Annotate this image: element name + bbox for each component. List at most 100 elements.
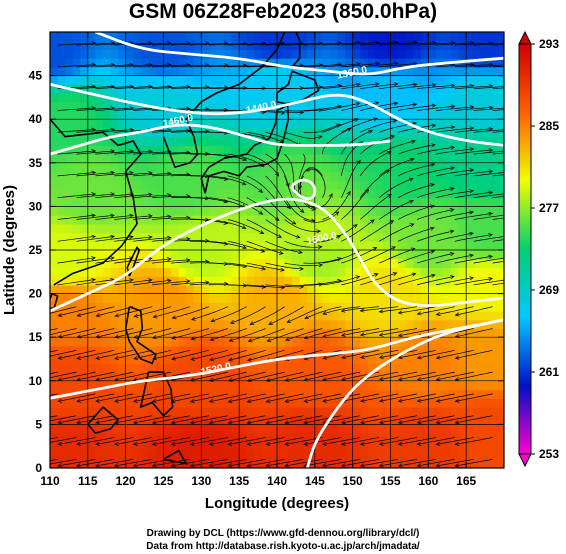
- heat-cell: [208, 433, 218, 443]
- heat-cell: [413, 345, 422, 356]
- heat-cell: [307, 232, 316, 242]
- heat-cell: [314, 119, 323, 129]
- heat-cell: [110, 284, 119, 295]
- heat-cell: [337, 93, 346, 103]
- heat-cell: [102, 284, 112, 295]
- heat-cell: [473, 32, 482, 42]
- heat-cell: [352, 75, 361, 85]
- heat-cell: [473, 58, 482, 68]
- heat-cell: [292, 75, 301, 85]
- streamline: [265, 153, 290, 187]
- streamline-arrowhead: [277, 233, 283, 238]
- heat-cell: [413, 372, 422, 382]
- heat-cell: [382, 206, 392, 216]
- streamline: [50, 437, 77, 443]
- heat-cell: [473, 40, 482, 51]
- heat-cell: [208, 441, 218, 452]
- x-axis: 110 115 120 125 130 135 140 145 150 155 160 165: [40, 32, 476, 488]
- streamline: [435, 232, 474, 242]
- streamline-arrowhead: [393, 82, 399, 87]
- heat-cell: [299, 154, 308, 164]
- heat-cell: [420, 241, 429, 251]
- heat-cell: [57, 49, 66, 59]
- heat-cell: [367, 223, 376, 234]
- heat-cell: [102, 406, 112, 417]
- heat-cell: [307, 162, 316, 173]
- streamline-arrowhead: [336, 257, 342, 262]
- streamline: [227, 219, 264, 234]
- heat-cell: [284, 389, 293, 399]
- streamline: [303, 415, 342, 424]
- heat-cell: [428, 398, 437, 408]
- streamline: [492, 130, 504, 133]
- streamline: [228, 371, 266, 382]
- streamline-arrowhead: [508, 192, 512, 196]
- heat-cell: [155, 389, 165, 399]
- heat-cell: [80, 180, 89, 190]
- heat-cell: [140, 197, 149, 207]
- heat-cell: [466, 284, 475, 295]
- streamline-arrowhead: [469, 105, 475, 110]
- heat-cell: [299, 450, 308, 460]
- heat-cell: [95, 145, 104, 155]
- heat-cell: [292, 459, 301, 468]
- y-tick-label: 25: [29, 243, 43, 257]
- heat-cell: [57, 398, 66, 408]
- heat-cell: [102, 250, 112, 260]
- streamline: [58, 393, 96, 402]
- heat-cell: [239, 363, 248, 373]
- heat-cell: [171, 250, 180, 260]
- heat-cell: [216, 206, 225, 216]
- heat-cell: [186, 188, 195, 199]
- heat-cell: [428, 250, 437, 260]
- heat-cell: [299, 276, 308, 286]
- heat-cell: [367, 154, 376, 164]
- heat-cell: [216, 311, 225, 321]
- streamline-arrowhead: [378, 332, 384, 337]
- heat-cell: [451, 180, 460, 190]
- heat-cell: [201, 250, 210, 260]
- heat-cell: [208, 293, 218, 303]
- heat-cell: [496, 311, 504, 321]
- heat-cell: [307, 223, 316, 234]
- heat-cell: [284, 276, 293, 286]
- heat-cell: [140, 424, 149, 434]
- heat-cell: [458, 154, 467, 164]
- heat-cell: [193, 258, 202, 269]
- heat-cell: [57, 258, 66, 269]
- heat-cell: [163, 127, 172, 138]
- heat-cell: [329, 398, 339, 408]
- streamline: [473, 86, 504, 90]
- heat-cell: [87, 127, 96, 138]
- heat-cell: [254, 66, 263, 77]
- heat-cell: [382, 276, 392, 286]
- heat-cell: [102, 58, 112, 68]
- heat-cell: [269, 372, 278, 382]
- streamline: [58, 415, 96, 424]
- heat-cell: [428, 197, 437, 207]
- heat-cell: [375, 293, 384, 303]
- heat-cell: [360, 127, 369, 138]
- heat-cell: [193, 363, 202, 373]
- heat-cell: [466, 258, 475, 269]
- heat-cell: [72, 415, 81, 425]
- heat-cell: [420, 136, 429, 146]
- heat-cell: [208, 119, 218, 129]
- heat-cell: [95, 302, 104, 312]
- heat-cell: [231, 145, 240, 155]
- heat-cell: [80, 398, 89, 408]
- heat-cell: [413, 380, 422, 391]
- streamline: [58, 371, 96, 381]
- heat-cell: [178, 145, 187, 155]
- heat-cell: [322, 75, 331, 85]
- streamline-arrowhead: [378, 309, 384, 314]
- heat-cell: [50, 258, 59, 269]
- heat-cell: [239, 40, 248, 51]
- heat-cell: [405, 354, 414, 364]
- heat-cell: [216, 328, 225, 338]
- heat-cell: [398, 415, 407, 425]
- heat-cell: [481, 58, 490, 68]
- heat-cell: [284, 337, 293, 347]
- heat-cell: [481, 171, 490, 181]
- heat-cell: [420, 319, 429, 330]
